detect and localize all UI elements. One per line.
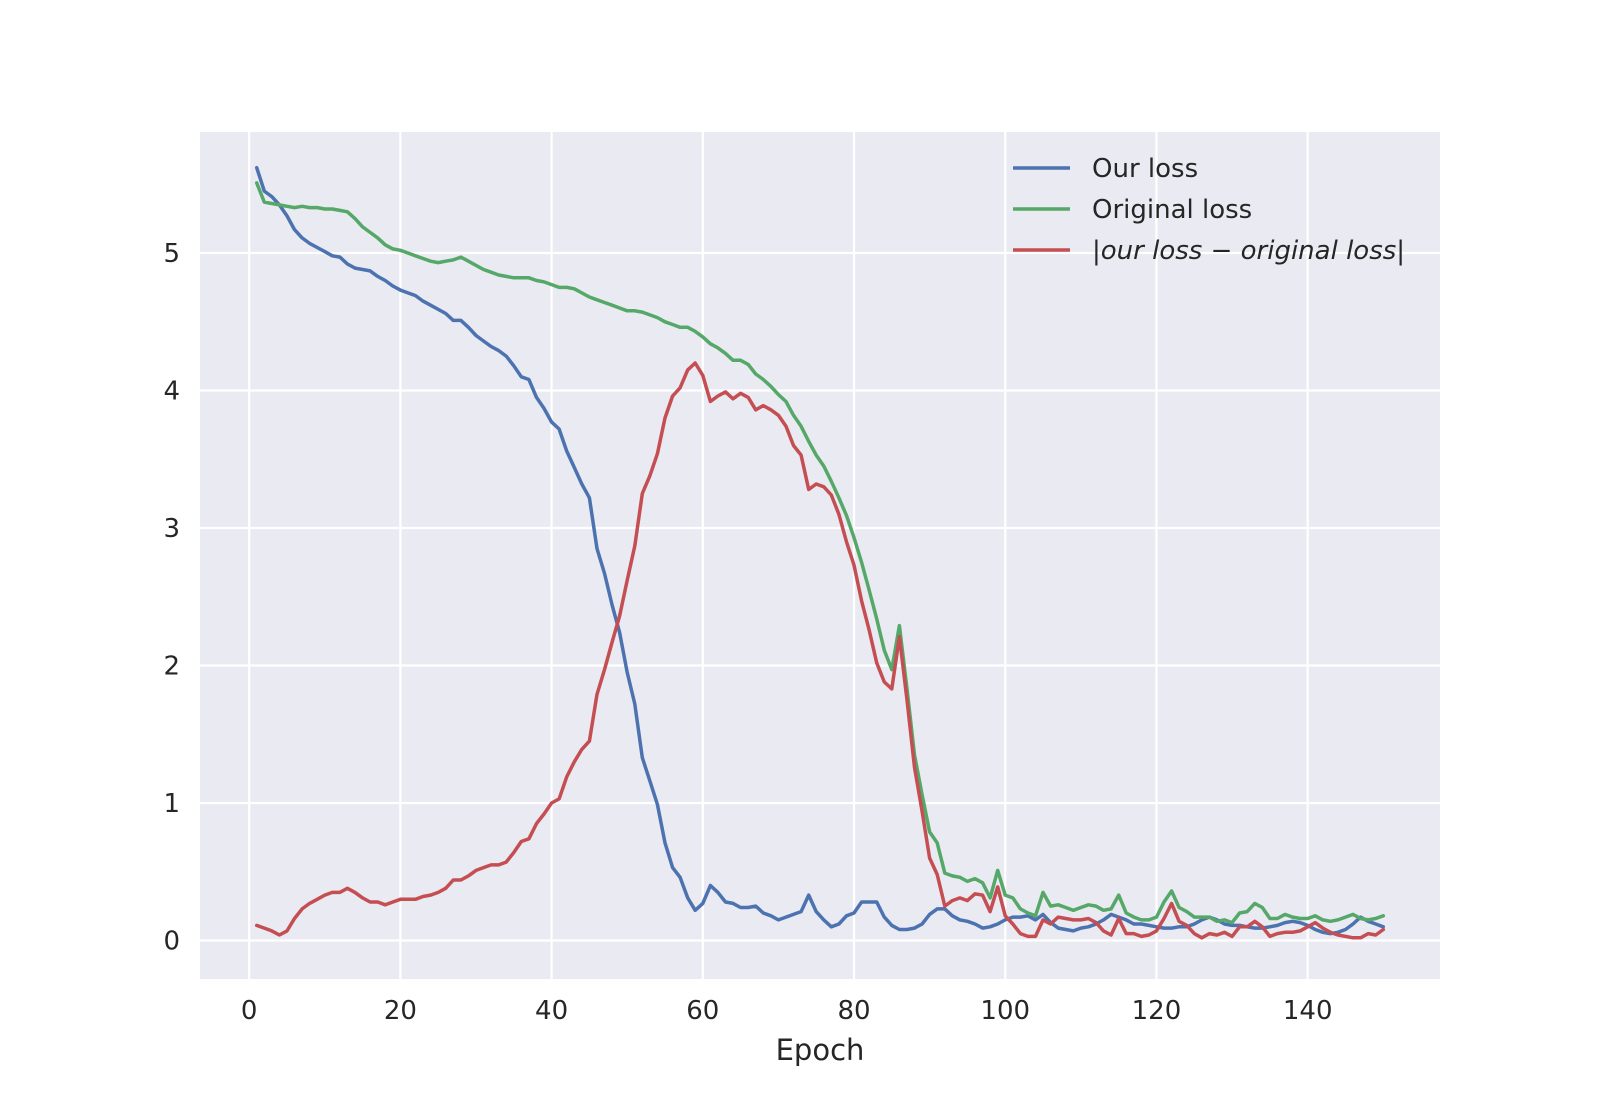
y-tick-label: 2: [163, 652, 180, 682]
series-line-3: [254, 361, 1386, 940]
x-tick-label: 80: [837, 996, 870, 1026]
x-tick-label: 120: [1132, 996, 1182, 1026]
legend-label-3: |our loss − original loss|: [1092, 236, 1405, 266]
series-lines: [254, 165, 1386, 940]
x-tick-label: 40: [535, 996, 568, 1026]
x-tick-label: 100: [980, 996, 1030, 1026]
plot-background: [200, 132, 1440, 979]
series-line-2: [254, 181, 1386, 925]
x-tick-label: 140: [1283, 996, 1333, 1026]
x-tick-label: 60: [686, 996, 719, 1026]
y-axis-ticks: 0 1 2 3 4 5: [163, 239, 180, 957]
y-tick-label: 0: [163, 927, 180, 957]
x-tick-label: 0: [241, 996, 258, 1026]
y-tick-label: 3: [163, 514, 180, 544]
series-line-1: [254, 165, 1386, 936]
x-tick-label: 20: [384, 996, 417, 1026]
y-tick-label: 1: [163, 789, 180, 819]
legend-label-1: Our loss: [1092, 154, 1198, 184]
grid: [200, 132, 1440, 979]
y-tick-label: 5: [163, 239, 180, 269]
legend: Our loss Original loss |our loss − origina…: [1013, 154, 1405, 266]
y-tick-label: 4: [163, 377, 180, 407]
legend-label-2: Original loss: [1092, 195, 1252, 225]
x-axis-label: Epoch: [776, 1033, 865, 1067]
x-axis-ticks: 0 20 40 60 80 100 120 140: [241, 996, 1333, 1026]
